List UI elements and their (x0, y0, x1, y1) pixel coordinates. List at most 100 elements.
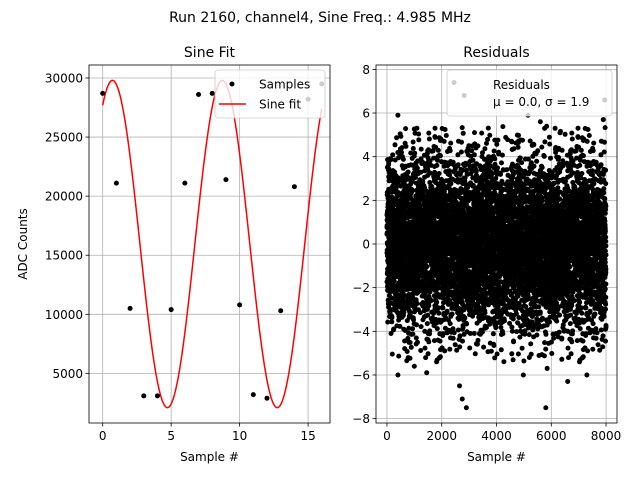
figure-suptitle: Run 2160, channel4, Sine Freq.: 4.985 MH… (169, 10, 471, 26)
residual-point (450, 312, 455, 317)
sample-point (169, 307, 174, 312)
residual-point (492, 149, 497, 154)
residual-point (516, 145, 521, 150)
residual-point (459, 140, 464, 145)
residual-point (448, 181, 453, 186)
residuals-xtick-label: 2000 (426, 429, 457, 443)
residuals-ytick-label: −4 (352, 325, 370, 339)
residual-point (415, 166, 420, 171)
residual-point (472, 130, 477, 135)
residuals-xlabel: Sample # (467, 450, 526, 464)
residual-point (475, 143, 480, 148)
sine-xtick-label: 0 (99, 429, 107, 443)
residual-point (500, 153, 505, 158)
sample-point (278, 308, 283, 313)
residual-point (410, 187, 415, 192)
residual-point (394, 135, 399, 140)
residual-point (482, 146, 487, 151)
residual-point (487, 133, 492, 138)
residual-point (396, 354, 401, 359)
residual-point (448, 321, 453, 326)
sine-ytick-label: 20000 (45, 190, 83, 204)
residual-point (483, 310, 488, 315)
residual-point (499, 179, 504, 184)
residual-point (511, 357, 516, 362)
residual-point (500, 331, 505, 336)
sample-points (100, 81, 324, 400)
residual-point (459, 150, 464, 155)
residual-point (411, 140, 416, 145)
residual-point (509, 351, 514, 356)
sample-point (210, 91, 215, 96)
residuals-ytick-label: 2 (362, 194, 370, 208)
sample-point (128, 306, 133, 311)
residual-point (398, 134, 403, 139)
residual-point (469, 304, 474, 309)
residual-point (469, 148, 474, 153)
residual-point (500, 124, 505, 129)
residual-point (493, 176, 498, 181)
residual-point (473, 351, 478, 356)
residual-point (423, 346, 428, 351)
residual-point (389, 315, 394, 320)
residual-point (416, 137, 421, 142)
residual-point (452, 330, 457, 335)
sine-ytick-label: 30000 (45, 71, 83, 85)
residuals-ytick-label: 4 (362, 150, 370, 164)
residuals-ytick-label: −2 (352, 281, 370, 295)
residuals-ytick-label: 0 (362, 238, 370, 252)
residual-point (451, 336, 456, 341)
residual-point (411, 146, 416, 151)
residuals-ytick-label: −8 (352, 412, 370, 426)
sample-point (237, 302, 242, 307)
residuals-ytick-label: 6 (362, 107, 370, 121)
residuals-xtick-label: 0 (383, 429, 391, 443)
residual-point (472, 152, 477, 157)
residual-point (491, 331, 496, 336)
sample-point (251, 392, 256, 397)
residual-point (493, 325, 498, 330)
residual-point (499, 160, 504, 165)
residual-point (460, 339, 465, 344)
residual-point (435, 326, 440, 331)
residual-point (461, 131, 466, 136)
residual-point (414, 336, 419, 341)
residual-point (438, 339, 443, 344)
residual-point (438, 153, 443, 158)
residual-point (442, 139, 447, 144)
residual-point (460, 125, 465, 130)
sine-ytick-label: 15000 (45, 249, 83, 263)
residual-point (518, 156, 523, 161)
residual-point (406, 170, 411, 175)
residual-point (390, 352, 395, 357)
residual-point (416, 132, 421, 137)
residual-point (427, 328, 432, 333)
residual-point (409, 345, 414, 350)
sample-point (114, 181, 119, 186)
residual-point (494, 142, 499, 147)
residual-point (393, 142, 398, 147)
residual-point (510, 329, 515, 334)
residual-point (390, 152, 395, 157)
residual-point (437, 171, 442, 176)
sine-ytick-label: 5000 (52, 367, 83, 381)
residual-point (453, 342, 458, 347)
sine-fit-line (103, 80, 322, 407)
residual-point (486, 126, 491, 131)
residual-point (399, 150, 404, 155)
residual-point (448, 141, 453, 146)
residual-point (434, 300, 439, 305)
residual-point (419, 324, 424, 329)
residual-point (464, 322, 469, 327)
residual-point (403, 126, 408, 131)
residual-point (498, 172, 503, 177)
sine-ytick-label: 25000 (45, 131, 83, 145)
residual-point (492, 156, 497, 161)
sample-point (223, 177, 228, 182)
residual-point (408, 356, 413, 361)
residual-point (440, 305, 445, 310)
sine-ytick-label: 10000 (45, 308, 83, 322)
residual-point (479, 131, 484, 136)
